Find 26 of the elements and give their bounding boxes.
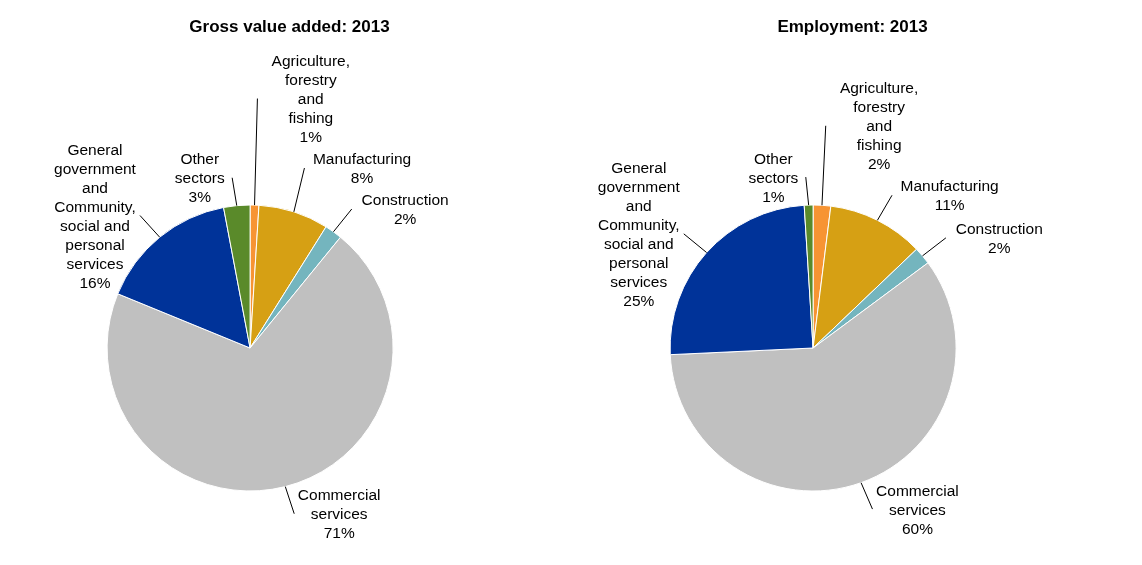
data-label: 2%	[393, 210, 417, 228]
data-label: 60%	[901, 519, 934, 537]
data-label: 2%	[867, 155, 891, 173]
chart-title: Gross value added: 2013	[189, 17, 390, 36]
slice-label: Other sectors	[748, 149, 799, 186]
slice-label: Agriculture, forestry and fishing	[271, 52, 351, 127]
data-label: 1%	[762, 187, 785, 205]
slice-label: Commercial services	[297, 486, 381, 523]
data-label: 25%	[623, 291, 655, 309]
slice-label: Commercial services	[876, 481, 959, 518]
data-label: 2%	[988, 238, 1011, 256]
data-label: 71%	[323, 524, 355, 542]
data-label: 16%	[79, 273, 111, 291]
slice-label: Other sectors	[174, 150, 225, 187]
slice-label: General government and Community, social and personal services	[597, 158, 681, 290]
data-label: 11%	[934, 196, 965, 214]
slice-label: Construction	[361, 191, 449, 209]
data-label: 3%	[188, 188, 212, 206]
slice-label: General government and Community, social and personal services	[54, 140, 137, 272]
slice-label: Construction	[955, 219, 1043, 237]
slice-label: Agriculture, forestry and fishing	[839, 79, 919, 154]
data-label: 1%	[299, 128, 323, 146]
data-label: 8%	[350, 169, 374, 187]
chart-title: Employment: 2013	[777, 17, 928, 36]
slice-label: Manufacturing	[312, 150, 412, 168]
slice-label: Manufacturing	[900, 177, 999, 195]
